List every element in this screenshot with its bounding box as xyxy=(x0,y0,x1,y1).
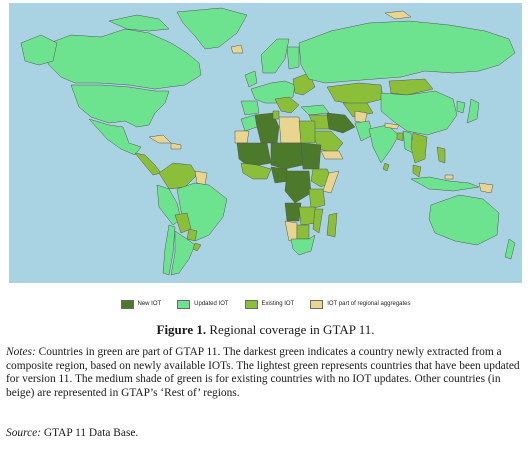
uruguay xyxy=(192,242,202,252)
mozambique xyxy=(312,208,324,234)
figure-caption-text: Regional coverage in GTAP 11. xyxy=(206,322,375,337)
new-zealand xyxy=(504,238,516,260)
iceland xyxy=(230,44,244,54)
source-text: GTAP 11 Data Base. xyxy=(41,427,139,439)
yemen-oman xyxy=(320,150,344,160)
legend-swatch-existing-iot xyxy=(244,299,258,309)
mexico xyxy=(88,118,142,156)
west-africa-coast xyxy=(240,162,272,180)
malaysia xyxy=(412,164,422,178)
sudan xyxy=(300,142,322,170)
source-label: Source: xyxy=(6,427,42,439)
indonesia xyxy=(410,176,480,192)
figure-notes: Notes: Countries in green are part of GT… xyxy=(6,346,526,400)
botswana xyxy=(296,224,310,240)
china xyxy=(380,90,458,136)
niger-chad xyxy=(270,142,304,170)
legend-swatch-regional-aggregate xyxy=(310,299,324,309)
south-africa xyxy=(290,234,316,256)
canadian-arctic-islands xyxy=(108,14,170,32)
canada xyxy=(38,28,202,90)
nepal-bhutan xyxy=(384,122,400,130)
chile xyxy=(162,224,176,276)
afghanistan xyxy=(354,110,368,124)
legend-item-existing-iot: Existing IOT xyxy=(244,299,295,309)
tunisia xyxy=(272,110,280,120)
timor-leste xyxy=(444,174,454,180)
korea xyxy=(456,100,466,114)
guyanas xyxy=(194,170,208,186)
bolivia xyxy=(174,212,192,234)
western-sahara xyxy=(234,130,250,144)
legend-label-existing-iot: Existing IOT xyxy=(261,301,295,307)
mauritania-mali xyxy=(236,142,272,168)
italy-balkans xyxy=(274,96,300,114)
bangladesh xyxy=(396,132,404,142)
legend-label-updated-iot: Updated IOT xyxy=(194,301,229,307)
australia xyxy=(428,194,500,246)
indochina xyxy=(410,132,428,164)
notes-label: Notes: xyxy=(6,346,36,358)
legend-item-regional-aggregate: IOT part of regional aggregates xyxy=(310,299,411,309)
world-map xyxy=(9,3,522,283)
papua-new-guinea xyxy=(478,182,494,194)
legend-label-regional-aggregate: IOT part of regional aggregates xyxy=(327,301,411,307)
philippines xyxy=(436,146,446,164)
mongolia xyxy=(388,78,434,96)
greenland xyxy=(176,7,248,50)
finland xyxy=(286,46,300,70)
legend-swatch-new-iot xyxy=(120,299,134,309)
sri-lanka xyxy=(382,162,390,172)
iberia xyxy=(240,100,260,116)
egypt xyxy=(298,120,316,144)
libya xyxy=(278,116,302,144)
east-africa xyxy=(308,188,326,210)
notes-text: Countries in green are part of GTAP 11. … xyxy=(6,346,520,399)
figure-caption-label: Figure 1. xyxy=(156,322,207,337)
somalia xyxy=(322,170,340,194)
figure-caption: Figure 1. Regional coverage in GTAP 11. xyxy=(0,322,531,338)
legend-item-new-iot: New IOT xyxy=(120,299,162,309)
caribbean xyxy=(170,142,182,150)
uk-ireland xyxy=(244,70,258,88)
norway-sweden xyxy=(260,38,290,74)
legend-label-new-iot: New IOT xyxy=(137,301,162,307)
russian-arctic-islands xyxy=(384,10,412,20)
angola xyxy=(284,202,302,222)
map-legend: New IOT Updated IOT Existing IOT IOT par… xyxy=(0,296,531,312)
figure-source: Source: GTAP 11 Data Base. xyxy=(6,427,138,439)
legend-item-updated-iot: Updated IOT xyxy=(177,299,229,309)
legend-swatch-updated-iot xyxy=(177,299,191,309)
russia xyxy=(298,20,516,84)
world-map-svg xyxy=(9,3,522,283)
paraguay xyxy=(186,228,198,242)
japan xyxy=(466,98,480,124)
madagascar xyxy=(326,212,338,238)
alaska xyxy=(20,34,58,66)
usa xyxy=(70,84,170,128)
argentina xyxy=(170,230,196,276)
central-africa xyxy=(284,170,312,204)
